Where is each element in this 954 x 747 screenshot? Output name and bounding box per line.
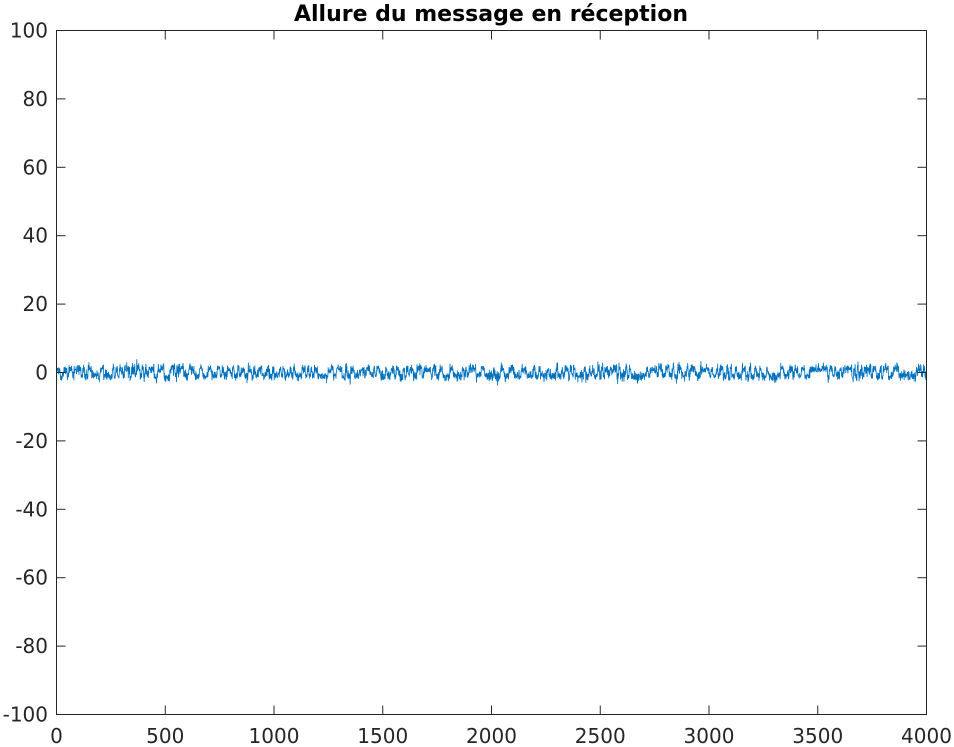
y-tick-label: 0 (35, 361, 48, 385)
y-tick-label: -80 (15, 634, 48, 658)
x-tick-label: 0 (50, 724, 63, 747)
series-line-group (56, 359, 927, 386)
y-tick-label: 20 (23, 292, 48, 316)
x-tick-label: 1000 (249, 724, 300, 747)
x-tick-label: 500 (146, 724, 184, 747)
axes-box (56, 30, 927, 715)
x-tick-label: 3500 (792, 724, 843, 747)
y-tick-label: 40 (23, 224, 48, 248)
y-tick-label: 100 (10, 19, 48, 43)
axis-tick-labels: 0 500 1000 1500 2000 2500 3000 3500 4000 100 80 60 4… (3, 19, 952, 747)
x-tick-label: 3000 (684, 724, 735, 747)
y-tick-label: 60 (23, 155, 48, 179)
y-tick-label: -20 (15, 429, 48, 453)
series-line (56, 359, 927, 386)
y-tick-label: -100 (3, 703, 48, 727)
y-tick-label: 80 (23, 87, 48, 111)
chart-title: Allure du message en réception (294, 2, 688, 27)
x-tick-label: 4000 (901, 724, 952, 747)
x-tick-label: 2000 (466, 724, 517, 747)
y-tick-label: -40 (15, 497, 48, 521)
x-tick-label: 1500 (357, 724, 408, 747)
y-tick-label: -60 (15, 566, 48, 590)
x-tick-label: 2500 (575, 724, 626, 747)
